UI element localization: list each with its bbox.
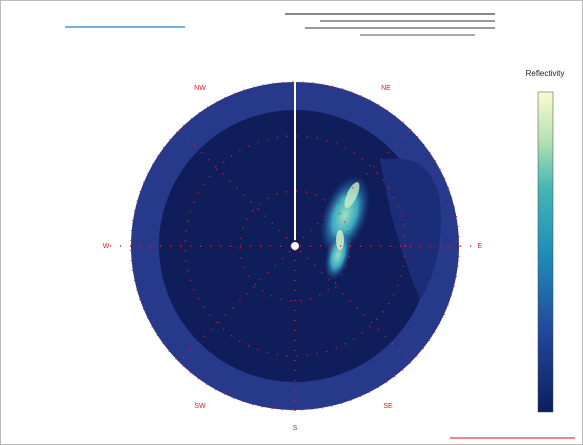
compass-label: S	[293, 425, 298, 432]
compass-label: SW	[194, 403, 206, 410]
compass-label: SE	[383, 403, 393, 410]
compass-labels: NW NE W E SW SE S	[103, 85, 483, 432]
colorbar	[537, 91, 554, 413]
range-rings	[110, 80, 480, 412]
compass-label: NE	[381, 85, 391, 92]
clutter	[380, 158, 441, 300]
radar-center	[291, 242, 299, 250]
compass-label: W	[103, 243, 110, 250]
compass-label: NW	[194, 85, 206, 92]
header-lines	[65, 13, 495, 36]
echo-region	[319, 174, 371, 281]
colorbar-title: Reflectivity	[526, 69, 565, 78]
compass-label: E	[478, 243, 483, 250]
